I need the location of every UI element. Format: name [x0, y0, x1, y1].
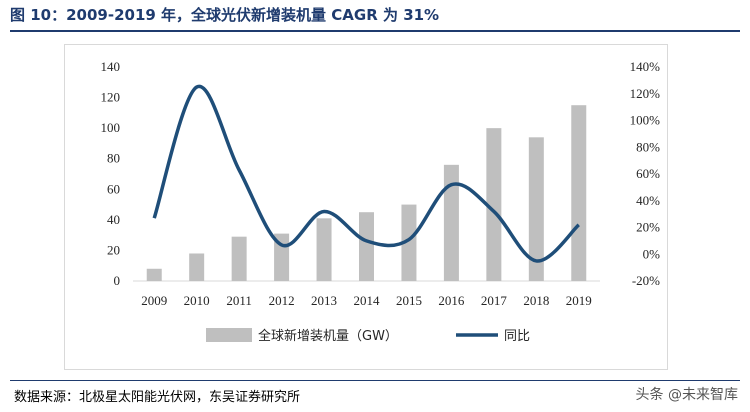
y-right-tick-label: 40%: [636, 193, 660, 208]
bar-2016: [443, 164, 459, 281]
y-left-tick-label: 80: [107, 151, 120, 166]
chart-frame: [64, 44, 668, 370]
y-left-tick-label: 140: [101, 59, 121, 74]
y-left-tick-label: 100: [101, 120, 121, 135]
x-tick-label: 2013: [311, 293, 337, 308]
y-right-tick-label: -20%: [632, 273, 660, 288]
bar-2014: [359, 212, 374, 281]
bar-2018: [528, 137, 544, 281]
x-tick-label: 2010: [184, 293, 210, 308]
y-left-tick-label: 0: [114, 273, 121, 288]
legend-bar-label: 全球新增装机量（GW）: [258, 328, 398, 344]
legend-bar-swatch: [206, 328, 252, 342]
bar-2017: [486, 128, 502, 281]
y-right-tick-label: 60%: [636, 166, 660, 181]
yoy-line: [152, 84, 581, 263]
x-tick-label: 2009: [141, 293, 167, 308]
x-tick-label: 2018: [523, 293, 549, 308]
bar-2019: [571, 105, 587, 281]
bar-2015: [401, 204, 417, 281]
watermark: 头条 @未来智库: [635, 387, 738, 403]
source-rule: [10, 380, 740, 381]
x-tick-label: 2012: [269, 293, 295, 308]
bar-2013: [316, 218, 332, 281]
y-right-tick-label: 0%: [643, 246, 661, 261]
y-left-tick-label: 60: [107, 181, 120, 196]
y-left-tick-label: 120: [101, 90, 121, 105]
y-left-tick-label: 20: [107, 242, 120, 257]
source-note: 数据来源：北极星太阳能光伏网，东吴证券研究所: [14, 390, 301, 405]
bar-2011: [231, 236, 247, 281]
x-tick-label: 2015: [396, 293, 422, 308]
title-rule: [10, 30, 740, 32]
x-tick-label: 2017: [481, 293, 508, 308]
figure-title: 图 10：2009-2019 年，全球光伏新增装机量 CAGR 为 31%: [10, 6, 440, 24]
x-tick-label: 2011: [226, 293, 252, 308]
bar-2009: [146, 268, 162, 281]
bar-2010: [189, 253, 205, 281]
x-tick-label: 2014: [354, 293, 381, 308]
x-tick-label: 2019: [566, 293, 592, 308]
y-right-tick-label: 20%: [636, 220, 660, 235]
y-right-tick-label: 100%: [630, 113, 661, 128]
legend-line-label: 同比: [504, 329, 530, 344]
y-right-tick-label: 140%: [630, 59, 661, 74]
y-right-tick-label: 80%: [636, 139, 660, 154]
y-left-tick-label: 40: [107, 212, 120, 227]
x-tick-label: 2016: [438, 293, 465, 308]
y-right-tick-label: 120%: [630, 86, 661, 101]
